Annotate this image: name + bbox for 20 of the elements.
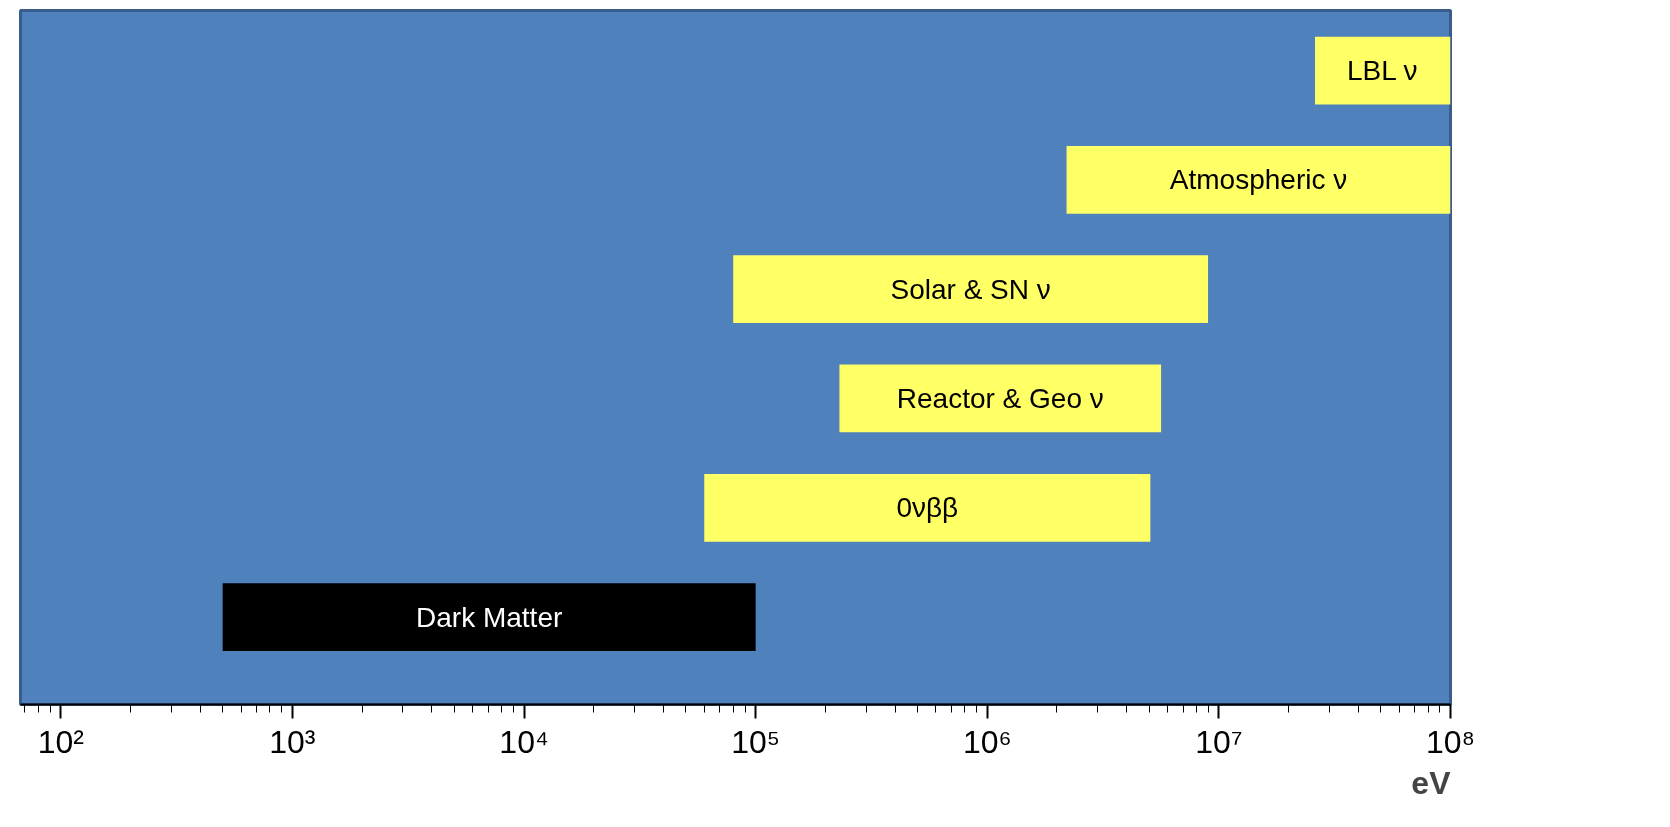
bar: [839, 364, 1162, 433]
bar: [1066, 146, 1451, 214]
y-tick-label: Atmospheric ν: [1169, 164, 1348, 196]
y-tick-label: Solar & SN ν: [890, 273, 1051, 305]
bar: [704, 473, 1151, 542]
x-tick-label: 10²: [37, 723, 85, 760]
y-tick-label: LBL ν: [1346, 55, 1418, 87]
bar: [222, 583, 756, 651]
x-tick-label: 10³: [269, 723, 316, 760]
x-tick-label: 10⁷: [1195, 723, 1243, 760]
bar: [733, 255, 1209, 324]
y-tick-label: 0νββ: [896, 492, 959, 524]
x-tick-label: 10⁸: [1425, 723, 1476, 760]
x-axis-title: eV: [1411, 764, 1452, 801]
x-tick-label: 10⁵: [731, 723, 781, 760]
x-tick-label: 10⁴: [499, 723, 549, 760]
y-tick-label: Dark Matter: [416, 601, 563, 633]
y-tick-label: Reactor & Geo ν: [896, 382, 1104, 414]
x-tick-label: 10⁶: [962, 723, 1012, 760]
bar: [1315, 36, 1451, 105]
